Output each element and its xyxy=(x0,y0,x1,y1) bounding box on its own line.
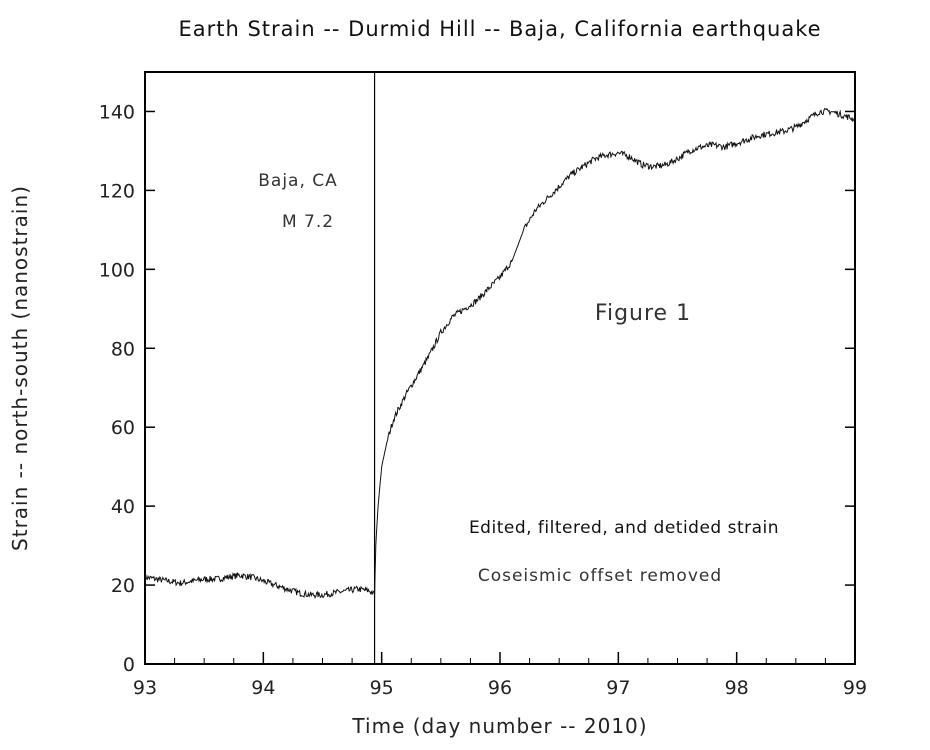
y-tick-label: 140 xyxy=(99,101,135,123)
x-axis-label: Time (day number -- 2010) xyxy=(351,714,647,738)
processing-note: Edited, filtered, and detided strain xyxy=(469,518,779,538)
y-tick-label: 20 xyxy=(111,575,135,597)
x-tick-label: 94 xyxy=(251,677,275,699)
x-tick-label: 98 xyxy=(725,677,749,699)
y-axis-label: Strain -- north-south (nanostrain) xyxy=(8,185,32,551)
y-tick-label: 120 xyxy=(99,180,135,202)
strain-series-line xyxy=(144,107,856,599)
y-tick-label: 100 xyxy=(99,259,135,281)
y-tick-label: 80 xyxy=(111,338,135,360)
x-tick-label: 95 xyxy=(370,677,394,699)
x-tick-label: 97 xyxy=(606,677,630,699)
figure-label: Figure 1 xyxy=(595,301,691,326)
event-label-location: Baja, CA xyxy=(258,171,338,191)
x-tick-label: 99 xyxy=(843,677,867,699)
y-tick-label: 60 xyxy=(111,417,135,439)
y-tick-label: 40 xyxy=(111,496,135,518)
event-label-magnitude: M 7.2 xyxy=(282,212,334,232)
x-tick-label: 93 xyxy=(133,677,157,699)
y-tick-label: 0 xyxy=(123,654,135,676)
x-tick-label: 96 xyxy=(488,677,512,699)
y-axis-ticks: 0 20 40 60 80 100 120 140 xyxy=(99,101,855,676)
chart-title: Earth Strain -- Durmid Hill -- Baja, Cal… xyxy=(178,17,821,41)
offset-note: Coseismic offset removed xyxy=(478,566,722,586)
x-axis-ticks: 93 94 95 96 97 98 99 xyxy=(133,652,867,699)
